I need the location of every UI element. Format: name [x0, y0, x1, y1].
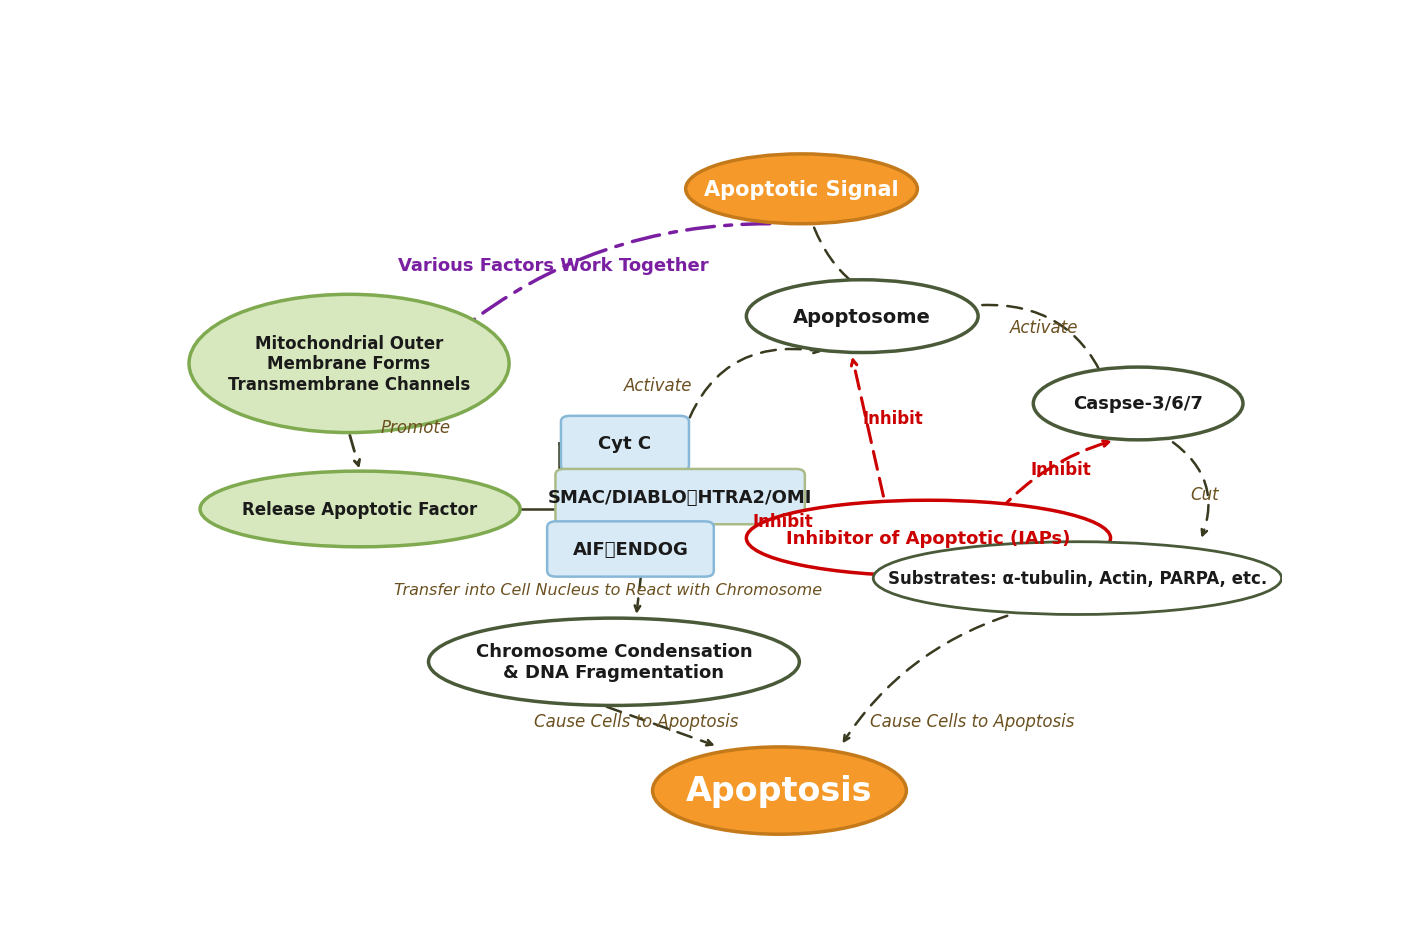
- Text: Transfer into Cell Nucleus to React with Chromosome: Transfer into Cell Nucleus to React with…: [394, 582, 823, 597]
- Ellipse shape: [746, 500, 1111, 576]
- Ellipse shape: [429, 618, 799, 706]
- Text: SMAC/DIABLO、HTRA2/OMI: SMAC/DIABLO、HTRA2/OMI: [548, 488, 812, 506]
- Text: Apoptosis: Apoptosis: [686, 774, 873, 807]
- Text: Mitochondrial Outer
Membrane Forms
Transmembrane Channels: Mitochondrial Outer Membrane Forms Trans…: [228, 334, 470, 394]
- Text: Various Factors Work Together: Various Factors Work Together: [397, 257, 709, 275]
- Text: AIF、ENDOG: AIF、ENDOG: [572, 540, 688, 559]
- FancyBboxPatch shape: [561, 416, 689, 472]
- Text: Apoptotic Signal: Apoptotic Signal: [705, 179, 899, 199]
- Text: Inhibitor of Apoptotic (IAPs): Inhibitor of Apoptotic (IAPs): [786, 530, 1071, 548]
- Text: Activate: Activate: [624, 377, 692, 395]
- Text: Apoptosome: Apoptosome: [793, 308, 931, 327]
- Ellipse shape: [1034, 367, 1243, 440]
- FancyBboxPatch shape: [555, 469, 805, 525]
- Ellipse shape: [199, 472, 520, 548]
- Text: Chromosome Condensation
& DNA Fragmentation: Chromosome Condensation & DNA Fragmentat…: [476, 643, 752, 682]
- Text: Promote: Promote: [380, 418, 450, 436]
- Ellipse shape: [189, 295, 510, 433]
- Text: Cause Cells to Apoptosis: Cause Cells to Apoptosis: [870, 713, 1075, 731]
- Text: Cut: Cut: [1190, 485, 1219, 503]
- Text: Caspse-3/6/7: Caspse-3/6/7: [1074, 395, 1203, 413]
- FancyBboxPatch shape: [547, 522, 713, 577]
- Ellipse shape: [873, 542, 1282, 615]
- Ellipse shape: [652, 747, 907, 834]
- Text: Inhibit: Inhibit: [752, 513, 813, 531]
- Text: Cyt C: Cyt C: [598, 435, 652, 453]
- Ellipse shape: [746, 280, 978, 353]
- Text: Cause Cells to Apoptosis: Cause Cells to Apoptosis: [534, 713, 738, 731]
- Text: Substrates: α-tubulin, Actin, PARPA, etc.: Substrates: α-tubulin, Actin, PARPA, etc…: [887, 569, 1267, 587]
- Text: Activate: Activate: [1010, 319, 1078, 337]
- Text: Inhibit: Inhibit: [863, 410, 924, 428]
- Text: Inhibit: Inhibit: [1031, 461, 1091, 479]
- Text: Release Apoptotic Factor: Release Apoptotic Factor: [242, 500, 477, 518]
- Ellipse shape: [685, 155, 917, 225]
